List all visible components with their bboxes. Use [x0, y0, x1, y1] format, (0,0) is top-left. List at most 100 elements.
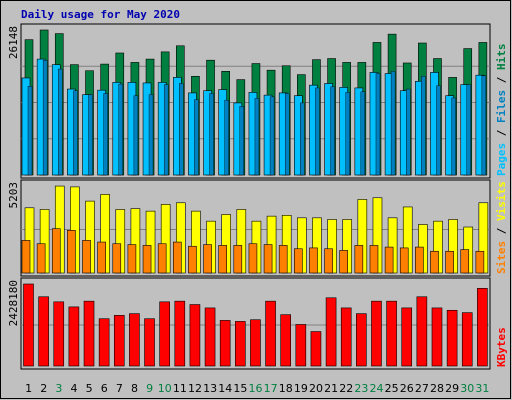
- bar-files-day-4: [73, 90, 78, 176]
- chart-title: Daily usage for May 2020: [21, 8, 180, 21]
- ymax-label-visits-sites: 5203: [7, 182, 20, 209]
- bar-files-day-24: [375, 73, 381, 176]
- ymax-label-kbytes: 2428180: [7, 280, 20, 326]
- ymax-label-hits-files-pages: 26148: [7, 26, 20, 59]
- bar-files-day-1: [27, 86, 33, 176]
- bar-files-day-3: [58, 68, 63, 176]
- bar-files-day-27: [421, 76, 426, 176]
- x-tick-label-day-5: 5: [86, 382, 93, 395]
- bar-kbytes-day-9: [144, 318, 155, 367]
- bar-files-day-31: [481, 75, 487, 176]
- bar-files-day-20: [315, 87, 320, 176]
- x-tick-label-day-9: 9: [146, 382, 153, 395]
- bar-kbytes-day-26: [401, 307, 413, 367]
- x-tick-label-day-20: 20: [309, 382, 323, 395]
- x-tick-label-day-31: 31: [475, 382, 489, 395]
- bar-sites-day-3: [51, 228, 61, 274]
- bar-files-day-9: [148, 94, 154, 176]
- x-tick-label-day-22: 22: [339, 382, 353, 395]
- x-tick-label-day-6: 6: [101, 382, 108, 395]
- x-tick-label-day-14: 14: [218, 382, 232, 395]
- bar-files-day-10: [163, 84, 169, 176]
- bar-sites-day-20: [309, 247, 318, 274]
- bar-files-day-18: [284, 93, 290, 176]
- bar-sites-day-4: [67, 230, 76, 274]
- legend-visits-sites: Sites / Visits: [495, 181, 508, 274]
- bar-files-day-11: [179, 83, 184, 176]
- bar-kbytes-day-21: [325, 297, 337, 367]
- bar-files-day-13: [209, 93, 214, 176]
- bar-sites-day-13: [203, 244, 212, 274]
- x-tick-label-day-24: 24: [370, 382, 384, 395]
- x-tick-label-day-3: 3: [55, 382, 62, 395]
- bar-kbytes-day-10: [159, 301, 170, 367]
- legend-entry-hits: Hits: [495, 44, 508, 71]
- legend-hits-files-pages: Pages / Files / Hits: [495, 44, 508, 177]
- bar-kbytes-day-29: [446, 309, 458, 367]
- legend-kbytes: KBytes: [495, 327, 508, 367]
- bar-sites-day-28: [430, 250, 439, 274]
- x-tick-label-day-28: 28: [430, 382, 444, 395]
- x-tick-label-day-18: 18: [279, 382, 293, 395]
- bar-sites-day-18: [278, 245, 288, 274]
- bar-files-day-15: [239, 106, 245, 176]
- bar-sites-day-26: [399, 247, 409, 274]
- bar-sites-day-15: [233, 245, 243, 274]
- x-tick-label-day-11: 11: [173, 382, 187, 395]
- bar-files-day-23: [360, 91, 366, 176]
- bar-sites-day-6: [97, 241, 106, 274]
- bar-files-day-16: [254, 98, 260, 176]
- x-tick-label-day-25: 25: [385, 382, 399, 395]
- x-tick-label-day-19: 19: [294, 382, 308, 395]
- bar-sites-day-11: [172, 241, 182, 274]
- bar-sites-day-14: [218, 245, 227, 274]
- bar-kbytes-day-23: [356, 313, 367, 367]
- x-tick-label-day-1: 1: [25, 382, 32, 395]
- bar-sites-day-30: [460, 249, 470, 274]
- bar-sites-day-27: [415, 246, 424, 274]
- bar-kbytes-day-31: [477, 288, 488, 367]
- bar-sites-day-5: [82, 240, 91, 274]
- bar-sites-day-24: [369, 245, 379, 274]
- bar-files-day-17: [269, 96, 275, 176]
- legend-entry-sites: Sites: [495, 241, 508, 274]
- bar-files-day-25: [390, 71, 396, 176]
- bar-files-day-30: [466, 84, 471, 176]
- x-tick-label-day-2: 2: [40, 382, 47, 395]
- bar-files-day-21: [330, 86, 335, 176]
- bar-kbytes-day-7: [113, 315, 125, 367]
- bar-sites-day-8: [127, 244, 137, 274]
- bar-sites-day-25: [384, 246, 394, 274]
- bar-sites-day-22: [339, 250, 349, 274]
- bar-sites-day-21: [324, 248, 333, 274]
- legend-entry-files: Files: [495, 90, 508, 123]
- x-tick-label-day-21: 21: [324, 382, 338, 395]
- bar-files-day-7: [118, 83, 123, 176]
- bar-files-day-22: [345, 92, 350, 176]
- bar-kbytes-day-2: [38, 296, 49, 367]
- bar-kbytes-day-15: [235, 321, 246, 367]
- bar-kbytes-day-14: [219, 320, 231, 367]
- bar-kbytes-day-12: [189, 304, 201, 367]
- bar-kbytes-day-25: [386, 300, 397, 367]
- bar-kbytes-day-3: [53, 301, 65, 367]
- bar-sites-day-31: [475, 250, 485, 274]
- legend-entry-pages: Pages: [495, 143, 508, 176]
- bar-kbytes-day-30: [461, 312, 473, 367]
- bar-sites-day-10: [157, 243, 167, 274]
- bar-kbytes-day-16: [250, 319, 261, 367]
- x-tick-label-day-26: 26: [400, 382, 414, 395]
- bar-files-day-26: [406, 88, 411, 176]
- bar-kbytes-day-27: [416, 296, 428, 367]
- bar-kbytes-day-19: [295, 324, 307, 367]
- bar-kbytes-day-13: [204, 307, 216, 367]
- x-tick-label-day-17: 17: [264, 382, 278, 395]
- bar-kbytes-day-17: [265, 300, 276, 367]
- x-tick-label-day-29: 29: [445, 382, 459, 395]
- bar-sites-day-7: [112, 243, 122, 274]
- bar-kbytes-day-11: [174, 300, 186, 367]
- bar-kbytes-day-18: [280, 314, 291, 367]
- bar-kbytes-day-8: [129, 313, 140, 367]
